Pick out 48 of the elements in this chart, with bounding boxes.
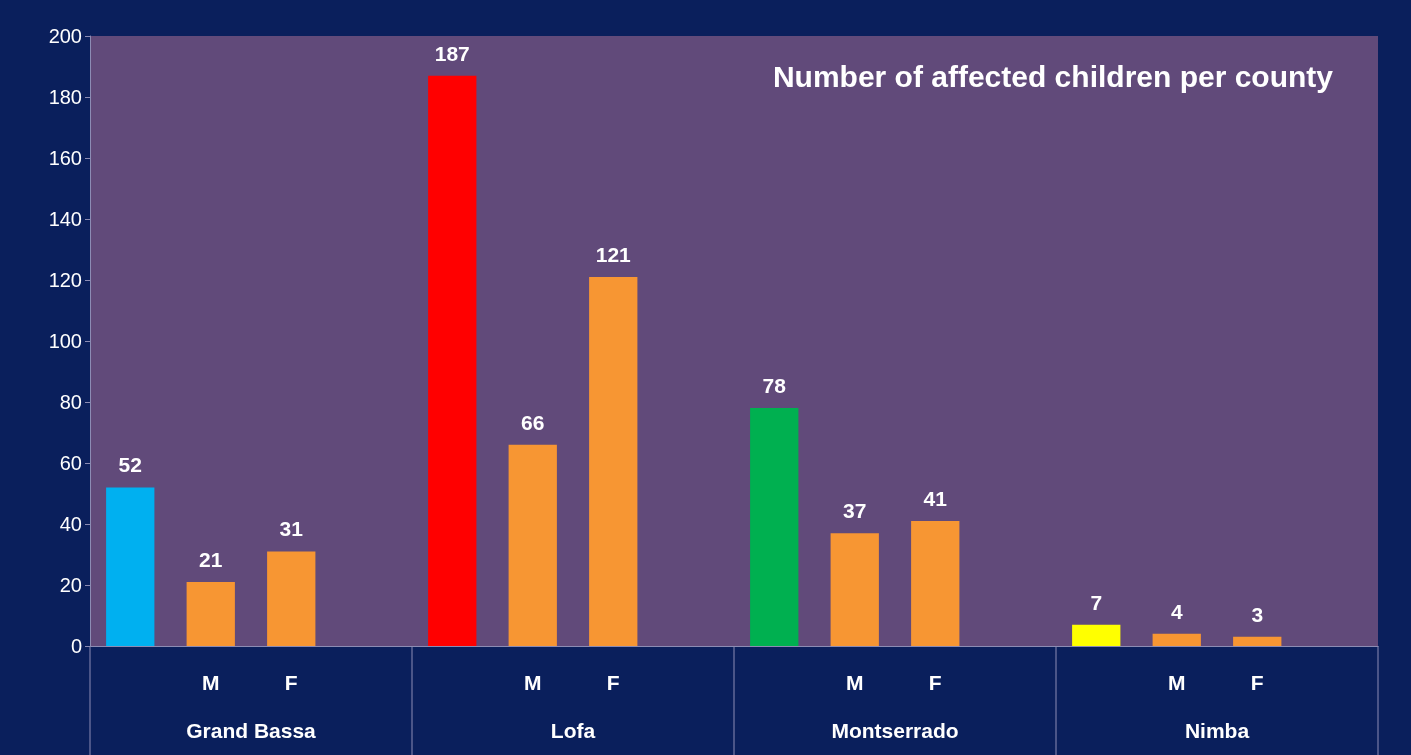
y-tick-label: 140 [48,208,82,230]
data-label: 7 [1090,590,1103,614]
data-label: 3 [1251,602,1264,626]
text: Grand Bassa [186,718,317,742]
bar [750,408,799,646]
bar [830,533,879,646]
data-label: 78 [762,374,787,398]
bar [106,487,155,646]
data-label: 4 [1170,599,1183,623]
text: Montserrado [831,718,959,742]
bar [428,75,477,646]
bar [186,581,235,646]
data-label: 52 [118,453,142,477]
y-tick-label: 120 [48,269,82,291]
x-tick-label: M [846,671,864,694]
bar [911,520,960,646]
text: Lofa [550,718,596,742]
y-tick-label: 20 [59,574,82,596]
x-tick-label: F [1250,671,1264,694]
y-tick-label: 80 [59,391,82,413]
y-tick-label: 100 [48,330,82,352]
bar [1233,636,1282,646]
data-label: 37 [843,499,867,523]
x-tick-label: F [606,671,620,694]
y-tick-label: 40 [59,513,82,535]
y-tick-label: 180 [48,86,82,108]
y-tick-label: 60 [59,452,82,474]
data-label: 121 [595,242,632,266]
y-tick-label: 160 [48,147,82,169]
x-tick-label: M [1168,671,1186,694]
bar [1152,633,1201,646]
x-tick-label: M [524,671,542,694]
data-label: 66 [521,410,545,434]
bar [508,444,557,646]
data-label: 187 [434,41,470,65]
x-tick-label: F [928,671,942,694]
bar [589,276,638,646]
y-tick-label: 200 [48,25,82,47]
bar [1072,624,1121,646]
y-tick-label: 0 [70,635,82,657]
text: Nimba [1184,718,1250,742]
text: Number of affected children per county [772,59,1334,93]
x-tick-label: F [284,671,298,694]
data-label: 41 [923,486,948,510]
data-label: 21 [199,547,223,571]
x-tick-label: M [202,671,220,694]
data-label: 31 [279,517,304,541]
bar [267,551,316,646]
